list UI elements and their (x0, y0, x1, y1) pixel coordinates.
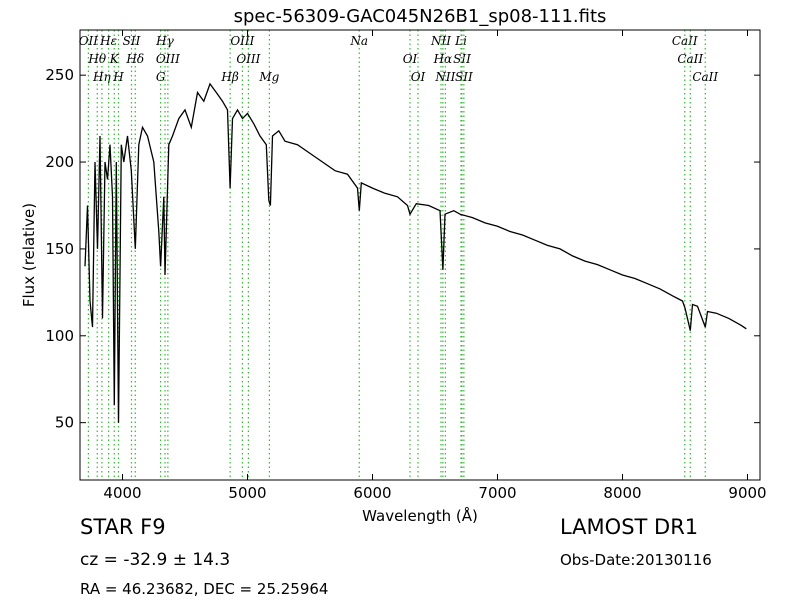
coordinates: RA = 46.23682, DEC = 25.25964 (80, 580, 328, 598)
x-tick-label: 7000 (478, 484, 516, 502)
y-axis-label: Flux (relative) (20, 203, 38, 307)
x-tick-label: 4000 (103, 484, 141, 502)
survey: LAMOST DR1 (560, 515, 698, 539)
spectral-line-label: Hα (433, 52, 453, 66)
x-tick-label: 5000 (228, 484, 266, 502)
spectral-line-label: NII (430, 34, 451, 48)
x-tick-label: 6000 (353, 484, 391, 502)
spectral-line-label: Hε (99, 34, 117, 48)
spectral-line-label: NII (434, 70, 455, 84)
chart-title: spec-56309-GAC045N26B1_sp08-111.fits (234, 6, 607, 27)
y-tick-label: 50 (55, 414, 74, 432)
spectral-line-label: Mg (258, 70, 279, 84)
spectral-line-label: Hδ (125, 52, 144, 66)
spectral-line-label: K (109, 52, 120, 66)
spectral-line-label: OIII (230, 34, 254, 48)
spectral-line-label: OIII (236, 52, 260, 66)
spectral-line-label: OI (411, 70, 426, 84)
obs-date: Obs-Date:20130116 (560, 551, 712, 569)
object-type: STAR F9 (80, 515, 166, 539)
spectral-line-label: Na (349, 34, 368, 48)
spectral-line-label: Hθ (87, 52, 106, 66)
y-tick-label: 250 (45, 66, 74, 84)
spectrum-line (84, 82, 747, 423)
spectral-line-label: SII (455, 70, 473, 84)
y-tick-label: 200 (45, 153, 74, 171)
spectral-line-label: OIII (156, 52, 180, 66)
spectral-line-label: CaII (677, 52, 703, 66)
x-axis-label: Wavelength (Å) (362, 506, 478, 525)
spectral-line-label: CaII (692, 70, 718, 84)
spectral-line-label: SII (123, 34, 141, 48)
plot-frame (79, 29, 761, 481)
spectral-line-label: SII (453, 52, 471, 66)
y-tick-label: 150 (45, 240, 74, 258)
spectral-line-label: Hβ (220, 70, 238, 84)
redshift: cz = -32.9 ± 14.3 (80, 550, 230, 570)
x-tick-label: 9000 (728, 484, 766, 502)
y-tick-label: 100 (45, 327, 74, 345)
spectral-line-label: G (156, 70, 166, 84)
spectral-line-label: Hγ (155, 34, 174, 48)
spectral-line-label: H (112, 70, 124, 84)
spectral-line-label: Li (454, 34, 467, 48)
spectral-line-label: Hη (92, 70, 111, 84)
spectral-line-label: CaII (672, 34, 698, 48)
x-tick-label: 8000 (603, 484, 641, 502)
spectral-line-label: OII (79, 34, 99, 48)
spectral-line-label: OI (403, 52, 418, 66)
